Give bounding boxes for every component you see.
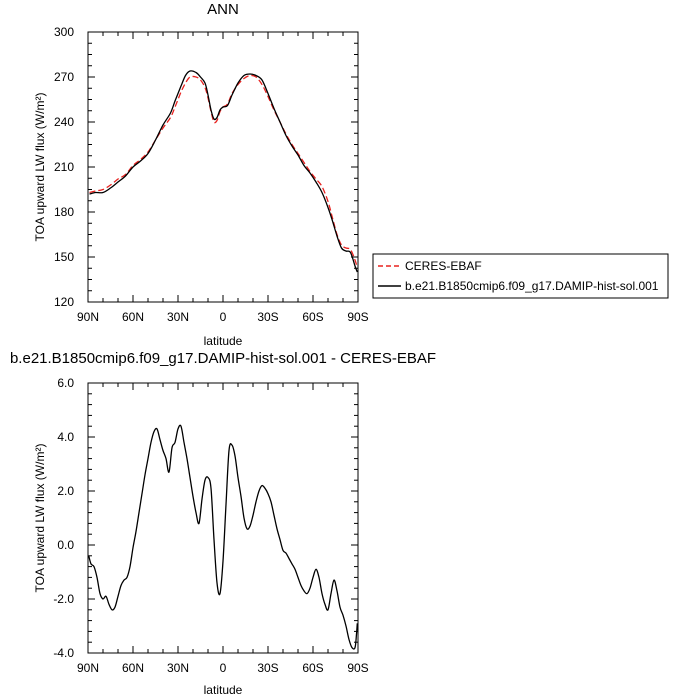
x-tick-label: 0 <box>220 661 227 675</box>
y-tick-label: 120 <box>54 295 74 309</box>
x-tick-label: 30N <box>167 661 189 675</box>
bottom-plot-frame <box>87 382 359 654</box>
y-tick-label: 180 <box>54 205 74 219</box>
x-tick-label: 90S <box>347 310 368 324</box>
legend-box <box>372 253 669 299</box>
top-chart-legend: CERES-EBAF b.e21.B1850cmip6.f09_g17.DAMI… <box>372 253 669 299</box>
bottom-x-axis-label: latitude <box>204 683 243 697</box>
x-tick-label: 30N <box>167 310 189 324</box>
x-tick-label: 0 <box>220 310 227 324</box>
bottom-chart-series <box>88 424 358 650</box>
y-tick-label: 150 <box>54 250 74 264</box>
bottom-chart-panel: b.e21.B1850cmip6.f09_g17.DAMIP-hist-sol.… <box>10 350 436 697</box>
top-y-tick-labels: 120 150 180 210 240 270 300 <box>54 25 74 309</box>
top-chart-title: ANN <box>207 1 239 18</box>
y-tick-label: 0.0 <box>57 538 74 552</box>
y-tick-label: 300 <box>54 25 74 39</box>
y-tick-label: -2.0 <box>53 592 74 606</box>
bottom-chart-title: b.e21.B1850cmip6.f09_g17.DAMIP-hist-sol.… <box>10 350 436 367</box>
bottom-y-tick-labels: -4.0 -2.0 0.0 2.0 4.0 6.0 <box>53 376 74 660</box>
top-y-axis-label: TOA upward LW flux (W/m²) <box>33 93 47 242</box>
legend-label-model: b.e21.B1850cmip6.f09_g17.DAMIP-hist-sol.… <box>405 279 659 293</box>
top-chart-series <box>89 70 358 273</box>
y-tick-label: 4.0 <box>57 430 74 444</box>
x-tick-label: 30S <box>257 661 278 675</box>
top-x-axis-label: latitude <box>204 334 243 348</box>
y-tick-label: 210 <box>54 160 74 174</box>
y-tick-label: 6.0 <box>57 376 74 390</box>
x-tick-label: 60S <box>302 310 323 324</box>
model-line <box>89 70 358 273</box>
y-tick-label: -4.0 <box>53 646 74 660</box>
x-tick-label: 60N <box>122 661 144 675</box>
bottom-x-tick-labels: 90N 60N 30N 0 30S 60S 90S <box>77 661 369 675</box>
difference-line <box>88 424 358 650</box>
x-tick-label: 60S <box>302 661 323 675</box>
top-x-tick-labels: 90N 60N 30N 0 30S 60S 90S <box>77 310 369 324</box>
top-plot-frame <box>87 31 359 303</box>
bottom-y-axis-label: TOA upward LW flux (W/m²) <box>33 444 47 593</box>
ceres-ebaf-line <box>89 74 358 268</box>
top-chart-panel: ANN 90N 60N 30N 0 30S 60S 90S 120 150 180 210 240 2… <box>33 1 669 348</box>
x-tick-label: 30S <box>257 310 278 324</box>
y-tick-label: 2.0 <box>57 484 74 498</box>
x-tick-label: 90N <box>77 661 99 675</box>
legend-label-ceres: CERES-EBAF <box>405 259 482 273</box>
y-tick-label: 270 <box>54 70 74 84</box>
x-tick-label: 60N <box>122 310 144 324</box>
x-tick-label: 90N <box>77 310 99 324</box>
y-tick-label: 240 <box>54 115 74 129</box>
x-tick-label: 90S <box>347 661 368 675</box>
